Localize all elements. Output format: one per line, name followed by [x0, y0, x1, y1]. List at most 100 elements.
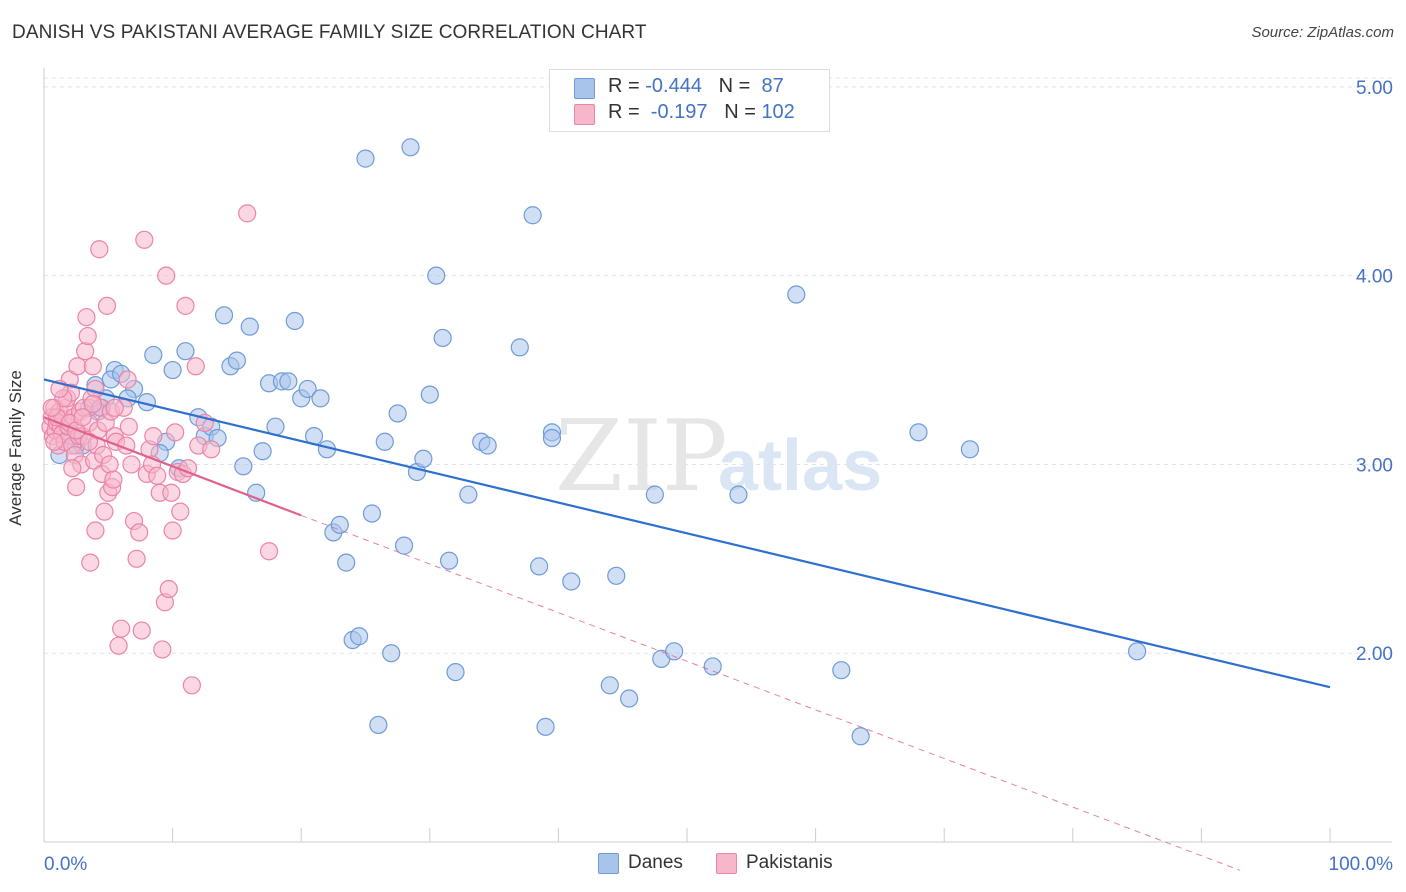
- pakistanis-point-94: [73, 408, 92, 427]
- danes-point-25: [227, 351, 246, 370]
- danes-point-62: [478, 436, 497, 455]
- legend-row-danes: R = -0.444 N = 87: [574, 75, 784, 101]
- pakistanis-point-62: [132, 621, 151, 640]
- pakistanis-point-49: [104, 470, 123, 489]
- pakistanis-point-29: [78, 326, 97, 346]
- legend-r-label: R =: [608, 101, 646, 123]
- pakistanis-point-98: [42, 398, 61, 417]
- danes-point-52: [401, 138, 420, 157]
- x-tick-label-max: 100.0%: [1329, 854, 1394, 875]
- chart-title: DANISH VS PAKISTANI AVERAGE FAMILY SIZE …: [12, 22, 647, 43]
- pakistanis-point-42: [95, 502, 114, 521]
- pakistanis-trend-extension: [301, 514, 1241, 871]
- legend-n-value-danes: 87: [755, 75, 784, 97]
- danes-point-74: [665, 642, 684, 661]
- pakistanis-point-58: [122, 455, 141, 474]
- y-tick-label-3: 5.00: [1356, 78, 1393, 99]
- pakistanis-point-87: [238, 204, 257, 223]
- pakistanis-legend-swatch: [716, 853, 737, 874]
- danes-point-23: [214, 306, 234, 325]
- pakistanis-point-101: [105, 398, 124, 417]
- pakistanis-point-74: [162, 483, 181, 502]
- pakistanis-point-96: [86, 379, 105, 399]
- legend-r-label: R =: [608, 75, 646, 97]
- legend-row-pakistanis: R = -0.197 N = 102: [574, 101, 795, 127]
- legend-n-label: N =: [718, 75, 756, 97]
- danes-point-77: [787, 285, 806, 304]
- danes-point-49: [382, 644, 401, 663]
- danes-point-45: [356, 149, 375, 168]
- danes-point-75: [703, 657, 722, 676]
- pakistanis-point-38: [90, 240, 109, 259]
- danes-point-47: [369, 715, 388, 735]
- danes-point-26: [234, 457, 253, 476]
- danes-point-72: [645, 485, 664, 504]
- pakistanis-point-35: [86, 521, 105, 540]
- pakistanis-point-73: [159, 579, 178, 599]
- danes-swatch: [574, 78, 595, 99]
- danes-point-79: [851, 727, 870, 746]
- danes-point-64: [523, 206, 542, 225]
- pakistanis-point-63: [135, 230, 154, 249]
- danes-point-27: [240, 317, 259, 336]
- danes-point-83: [542, 428, 562, 448]
- danes-point-38: [311, 389, 330, 408]
- pakistanis-point-21: [68, 357, 87, 376]
- y-tick-label-0: 2.00: [1356, 644, 1393, 665]
- danes-point-56: [427, 266, 446, 285]
- y-tick-label-1: 3.00: [1356, 455, 1393, 476]
- danes-point-29: [253, 442, 272, 461]
- danes-point-58: [439, 551, 459, 570]
- pakistanis-point-99: [63, 459, 82, 478]
- pakistanis-point-53: [112, 619, 131, 638]
- pakistanis-point-88: [259, 542, 279, 561]
- correlation-legend: R = -0.444 N = 87 R = -0.197 N = 102: [549, 69, 830, 132]
- danes-point-51: [394, 536, 414, 555]
- legend-r-value-pakistanis: -0.197: [645, 101, 708, 123]
- y-axis-label: Average Family Size: [6, 370, 25, 526]
- pakistanis-point-31: [81, 553, 100, 572]
- pakistanis-point-83: [186, 357, 205, 376]
- danes-point-78: [832, 661, 851, 680]
- danes-point-44: [349, 627, 369, 646]
- pakistanis-point-82: [182, 676, 201, 695]
- danes-point-57: [433, 328, 452, 348]
- pakistanis-trend-line: [43, 416, 302, 517]
- danes-point-80: [909, 423, 928, 442]
- danes-point-82: [1127, 642, 1147, 661]
- danes-point-48: [375, 432, 394, 451]
- danes-point-60: [459, 485, 478, 504]
- danes-point-33: [279, 372, 298, 391]
- danes-point-66: [536, 717, 555, 736]
- danes-point-76: [729, 485, 748, 504]
- danes-point-59: [446, 662, 465, 682]
- danes-point-34: [285, 311, 304, 331]
- pakistanis-point-80: [176, 296, 195, 315]
- pakistanis-legend-label: Pakistanis: [746, 852, 833, 873]
- pakistanis-point-46: [100, 455, 119, 474]
- danes-point-36: [298, 379, 317, 399]
- danes-legend-label: Danes: [628, 852, 683, 873]
- pakistanis-point-20: [67, 477, 86, 497]
- pakistanis-point-90: [45, 432, 64, 451]
- legend-r-value-danes: -0.444: [645, 75, 702, 97]
- danes-point-55: [420, 385, 439, 404]
- pakistanis-point-72: [157, 266, 176, 285]
- danes-point-54: [414, 449, 433, 468]
- x-tick-label-min: 0.0%: [44, 854, 87, 875]
- danes-point-68: [562, 572, 581, 591]
- danes-point-70: [600, 676, 619, 695]
- pakistanis-point-27: [76, 342, 95, 361]
- danes-point-50: [388, 404, 407, 423]
- legend-n-value-pakistanis: 102: [761, 101, 795, 123]
- danes-point-18: [176, 342, 195, 361]
- danes-point-69: [607, 566, 626, 585]
- pakistanis-point-75: [163, 521, 182, 540]
- pakistanis-point-68: [148, 466, 167, 485]
- legend-n-label: N =: [724, 101, 762, 123]
- pakistanis-point-44: [97, 296, 117, 315]
- pakistanis-point-52: [109, 636, 128, 655]
- danes-point-42: [337, 553, 356, 572]
- danes-legend-swatch: [598, 853, 619, 874]
